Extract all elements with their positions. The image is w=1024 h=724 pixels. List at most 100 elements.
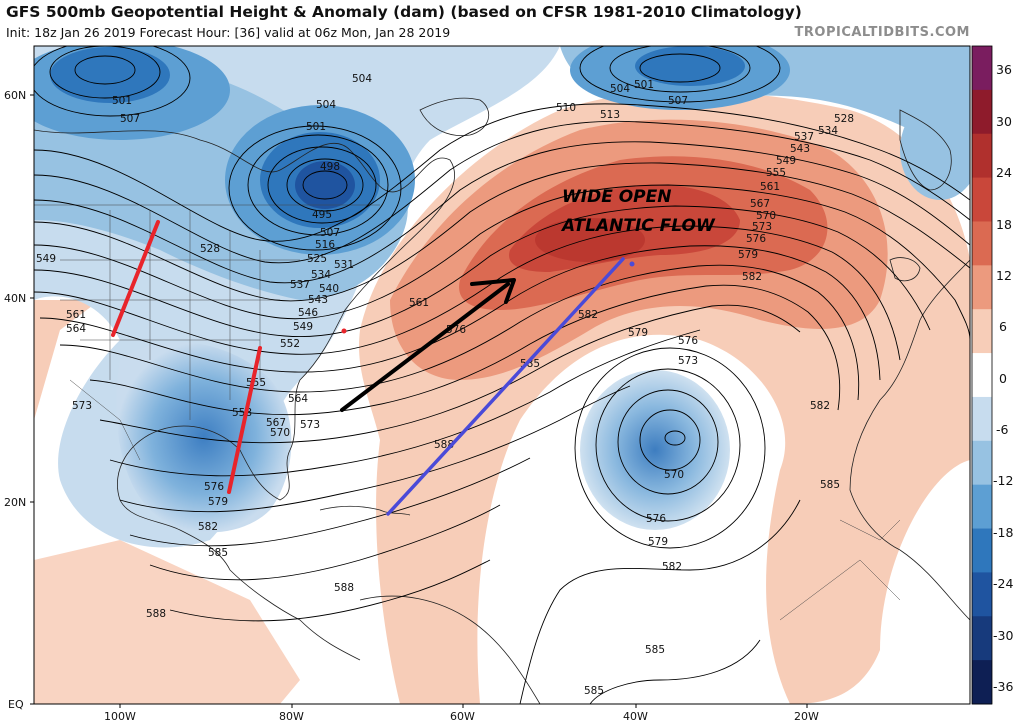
contour-label: 561 (760, 181, 780, 193)
political-borders (34, 204, 901, 621)
colorbar-swatch (972, 396, 992, 442)
colorbar-swatch (972, 616, 992, 661)
trough-axis-red-2 (227, 346, 262, 494)
map-title: GFS 500mb Geopotential Height & Anomaly … (6, 3, 802, 21)
colorbar-swatch (972, 221, 992, 266)
contour-label: 516 (315, 239, 335, 251)
contour-label: 585 (584, 685, 604, 697)
contour-label: 570 (664, 469, 684, 481)
colorbar-tick: 0 (999, 371, 1007, 386)
contour-label: 507 (668, 95, 688, 107)
contour-label: 549 (293, 321, 313, 333)
colorbar-tick: -18 (993, 525, 1013, 540)
contour-label: 504 (352, 73, 372, 85)
flow-arrowhead (470, 278, 516, 304)
contour-label: 582 (198, 521, 218, 533)
colorbar-swatch (972, 353, 992, 398)
colorbar-tick: -36 (993, 679, 1013, 694)
lon-label-100w: 100W (104, 710, 136, 723)
colorbar-swatch (972, 177, 992, 222)
colorbar-tick: -12 (993, 473, 1013, 488)
lon-label-40w: 40W (623, 710, 648, 723)
contour-label: 573 (752, 221, 772, 233)
contour-label: 585 (208, 547, 228, 559)
contour-label: 564 (288, 393, 308, 405)
colorbar-frame (971, 45, 993, 705)
colorbar-tick: -6 (996, 422, 1009, 437)
contour-label: 555 (246, 377, 266, 389)
contour-label: 531 (334, 259, 354, 271)
contour-label: 552 (280, 338, 300, 350)
colorbar-tick: -30 (993, 628, 1013, 643)
contour-label: 534 (311, 269, 331, 281)
contour-label: 504 (610, 83, 630, 95)
contour-label: 495 (312, 209, 332, 221)
contour-label: 570 (756, 210, 776, 222)
contour-label: 585 (645, 644, 665, 656)
contour-label: 498 (320, 161, 340, 173)
contour-label: 537 (794, 131, 814, 143)
contour-label: 528 (200, 243, 220, 255)
colorbar-swatch (972, 265, 992, 310)
contour-label: 576 (678, 335, 698, 347)
colorbar-swatch (972, 309, 992, 354)
lon-label-20w: 20W (794, 710, 819, 723)
lon-label-60w: 60W (450, 710, 475, 723)
contour-label: 534 (818, 125, 838, 137)
contour-label: 576 (746, 233, 766, 245)
lat-label-20n: 20N (4, 496, 26, 509)
contour-labels: 501 507 504 504 501 498 495 507 510 513 … (36, 73, 854, 697)
colorbar-tick: 6 (999, 319, 1007, 334)
contour-label: 573 (300, 419, 320, 431)
colorbar-tick: 36 (996, 62, 1012, 77)
contour-label: 549 (36, 253, 56, 265)
colorbar-tick: 12 (996, 268, 1012, 283)
contour-label: 576 (646, 513, 666, 525)
contour-label: 528 (834, 113, 854, 125)
contour-label: 501 (306, 121, 326, 133)
contour-label: 510 (556, 102, 576, 114)
contour-label: 501 (634, 79, 654, 91)
contour-label: 582 (662, 561, 682, 573)
ridge-axis-blue (386, 257, 625, 516)
contour-label: 561 (66, 309, 86, 321)
colorbar-tick: 30 (996, 114, 1012, 129)
contour-label: 513 (600, 109, 620, 121)
contour-label: 564 (66, 323, 86, 335)
blue-dot-marker (629, 261, 635, 267)
lat-label-eq: EQ (8, 698, 24, 711)
colorbar: 36 30 24 18 12 6 0 -6 -12 -18 -24 -30 -3… (971, 45, 1013, 705)
contour-label: 525 (307, 253, 327, 265)
map-subtitle: Init: 18z Jan 26 2019 Forecast Hour: [36… (6, 25, 451, 40)
contour-label: 582 (742, 271, 762, 283)
height-contours (34, 46, 970, 704)
contour-label: 579 (208, 496, 228, 508)
colorbar-swatch (972, 484, 992, 530)
contour-label: 567 (750, 198, 770, 210)
lat-label-40n: 40N (4, 292, 26, 305)
lat-label-60n: 60N (4, 89, 26, 102)
red-dot-marker (341, 328, 347, 334)
annotations: WIDE OPEN ATLANTIC FLOW (111, 187, 716, 516)
lon-label-80w: 80W (279, 710, 304, 723)
contour-label: 507 (120, 113, 140, 125)
contour-label: 561 (409, 297, 429, 309)
colorbar-swatch (972, 660, 992, 705)
contour-label: 549 (776, 155, 796, 167)
contour-label: 573 (678, 355, 698, 367)
contour-label: 543 (790, 143, 810, 155)
flow-arrow-black (340, 282, 510, 412)
axis-labels: 60N 40N 20N EQ 100W 80W 60W 40W 20W (4, 89, 819, 723)
colorbar-swatch (972, 440, 992, 486)
contour-label: 582 (810, 400, 830, 412)
contour-label: 588 (146, 608, 166, 620)
contour-label: 579 (648, 536, 668, 548)
annotation-text-line2: ATLANTIC FLOW (560, 216, 716, 236)
contour-label: 543 (308, 294, 328, 306)
colorbar-tick: 24 (996, 165, 1012, 180)
contour-label: 555 (766, 167, 786, 179)
contour-label: 546 (298, 307, 318, 319)
coastlines (34, 97, 970, 704)
colorbar-swatch (972, 133, 992, 179)
